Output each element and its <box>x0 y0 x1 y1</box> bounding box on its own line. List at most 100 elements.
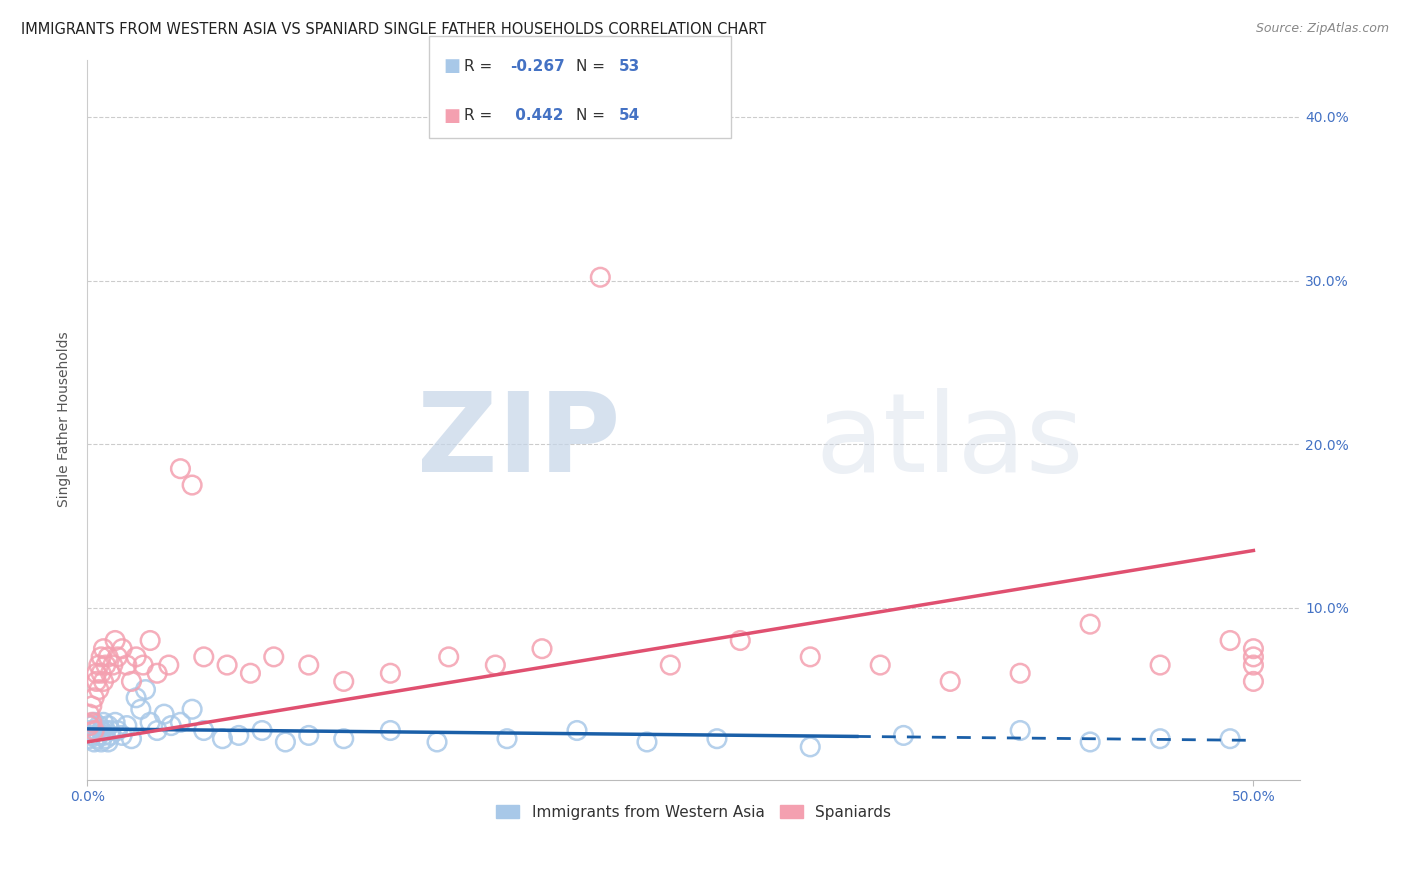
Point <box>298 658 321 673</box>
Point <box>79 731 101 746</box>
Point <box>100 723 122 738</box>
Point <box>97 718 120 732</box>
Point <box>1219 633 1241 648</box>
Point <box>565 723 588 738</box>
Point <box>939 674 962 689</box>
Point <box>799 649 821 664</box>
Point <box>111 641 134 656</box>
Text: N =: N = <box>576 108 610 123</box>
Point <box>484 658 506 673</box>
Point <box>181 702 204 716</box>
Point <box>80 718 103 732</box>
Point <box>104 715 127 730</box>
Point <box>115 658 138 673</box>
Point <box>437 649 460 664</box>
Point <box>160 718 183 732</box>
Y-axis label: Single Father Households: Single Father Households <box>58 332 72 508</box>
Point <box>90 649 112 664</box>
Point <box>93 674 115 689</box>
Text: ■: ■ <box>443 107 460 125</box>
Text: 53: 53 <box>619 59 640 74</box>
Point <box>125 649 148 664</box>
Point <box>79 707 101 722</box>
Point <box>1149 731 1171 746</box>
Point <box>83 723 105 738</box>
Point <box>87 728 110 742</box>
Point <box>115 718 138 732</box>
Point <box>380 723 402 738</box>
Point <box>1010 723 1032 738</box>
Point <box>1241 641 1264 656</box>
Point <box>107 723 129 738</box>
Point <box>530 641 553 656</box>
Point <box>893 728 915 742</box>
Text: IMMIGRANTS FROM WESTERN ASIA VS SPANIARD SINGLE FATHER HOUSEHOLDS CORRELATION CH: IMMIGRANTS FROM WESTERN ASIA VS SPANIARD… <box>21 22 766 37</box>
Point <box>87 718 110 732</box>
Point <box>496 731 519 746</box>
Point <box>157 658 180 673</box>
Point <box>90 735 112 749</box>
Point <box>90 723 112 738</box>
Point <box>121 674 143 689</box>
Point <box>111 728 134 742</box>
Point <box>636 735 658 749</box>
Point <box>94 658 117 673</box>
Legend: Immigrants from Western Asia, Spaniards: Immigrants from Western Asia, Spaniards <box>491 798 897 826</box>
Point <box>1219 731 1241 746</box>
Point <box>426 735 449 749</box>
Point <box>1078 617 1101 632</box>
Point <box>263 649 285 664</box>
Text: R =: R = <box>464 59 498 74</box>
Text: 0.442: 0.442 <box>510 108 564 123</box>
Point <box>121 731 143 746</box>
Point <box>298 728 321 742</box>
Point <box>217 658 239 673</box>
Point <box>169 461 191 475</box>
Point <box>93 728 115 742</box>
Point <box>97 649 120 664</box>
Text: 54: 54 <box>619 108 640 123</box>
Point <box>193 649 215 664</box>
Point <box>107 649 129 664</box>
Point <box>90 666 112 681</box>
Point <box>146 723 169 738</box>
Point <box>94 723 117 738</box>
Point <box>146 666 169 681</box>
Point <box>1241 649 1264 664</box>
Text: ZIP: ZIP <box>418 388 621 495</box>
Point <box>94 731 117 746</box>
Point <box>86 674 108 689</box>
Point <box>80 728 103 742</box>
Text: Source: ZipAtlas.com: Source: ZipAtlas.com <box>1256 22 1389 36</box>
Text: ■: ■ <box>443 57 460 76</box>
Point <box>104 633 127 648</box>
Point <box>93 641 115 656</box>
Point <box>100 728 122 742</box>
Point <box>87 658 110 673</box>
Point <box>79 718 101 732</box>
Point <box>83 715 105 730</box>
Point <box>79 723 101 738</box>
Point <box>134 682 156 697</box>
Point <box>1149 658 1171 673</box>
Text: N =: N = <box>576 59 610 74</box>
Point <box>869 658 891 673</box>
Point <box>139 633 162 648</box>
Point <box>659 658 682 673</box>
Point <box>239 666 262 681</box>
Point <box>83 690 105 705</box>
Point <box>153 707 176 722</box>
Point <box>181 478 204 492</box>
Point <box>87 682 110 697</box>
Point <box>1010 666 1032 681</box>
Point <box>250 723 273 738</box>
Point <box>1078 735 1101 749</box>
Point <box>101 658 124 673</box>
Point <box>139 715 162 730</box>
Point <box>332 731 354 746</box>
Point <box>83 735 105 749</box>
Point <box>132 658 155 673</box>
Point <box>97 735 120 749</box>
Point <box>86 666 108 681</box>
Point <box>86 731 108 746</box>
